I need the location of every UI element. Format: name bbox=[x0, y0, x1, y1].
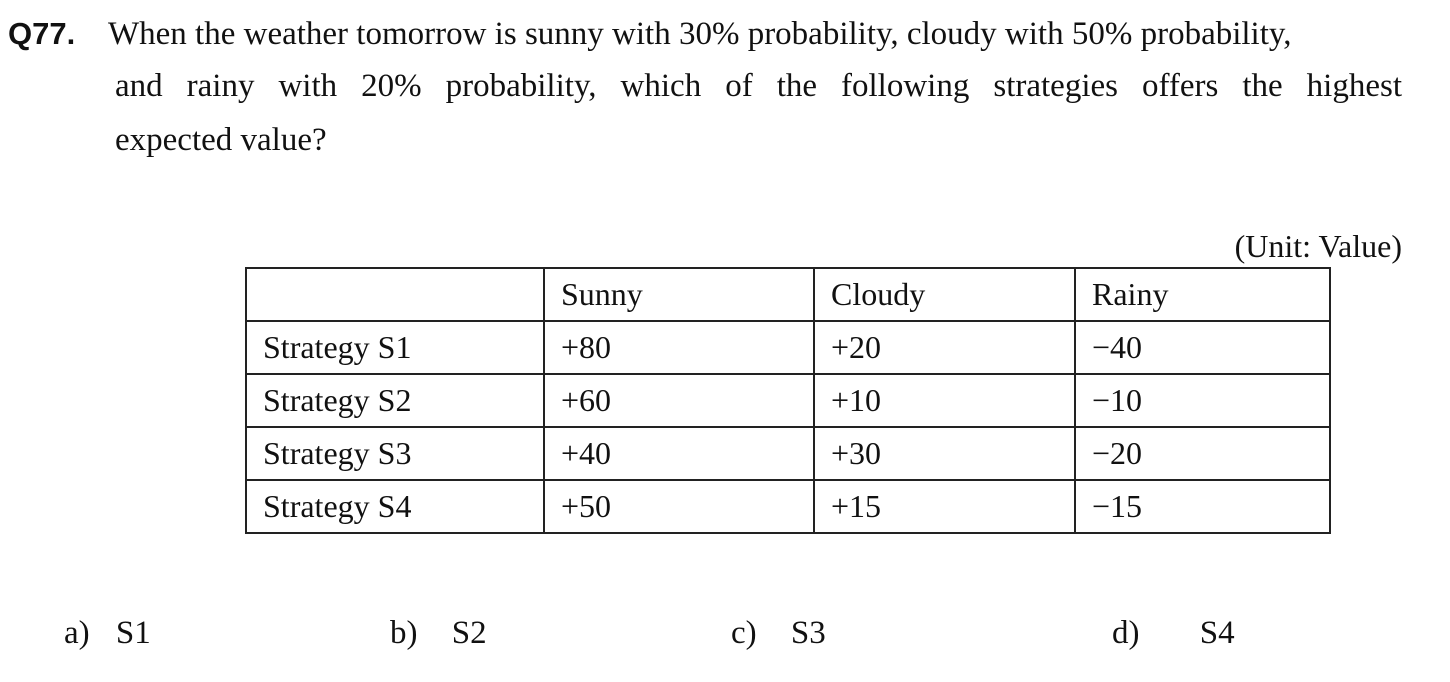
rainy-value: −20 bbox=[1074, 426, 1331, 481]
header-cell-cloudy: Cloudy bbox=[813, 267, 1076, 322]
strategy-label: Strategy S3 bbox=[245, 426, 545, 481]
option-value: S2 bbox=[451, 615, 487, 651]
table-header-row: Sunny Cloudy Rainy bbox=[245, 267, 1331, 322]
question-text-line-2: and rainy with 20% probability, which of… bbox=[115, 68, 1402, 104]
header-cell-sunny: Sunny bbox=[543, 267, 815, 322]
cloudy-value: +15 bbox=[813, 479, 1076, 534]
sunny-value: +40 bbox=[543, 426, 815, 481]
cloudy-value: +10 bbox=[813, 373, 1076, 428]
table-row: Strategy S3 +40 +30 −20 bbox=[245, 426, 1331, 481]
rainy-value: −40 bbox=[1074, 320, 1331, 375]
question-text-line-3: expected value? bbox=[115, 122, 327, 158]
payoff-table: Sunny Cloudy Rainy Strategy S1 +80 +20 −… bbox=[245, 267, 1331, 534]
sunny-value: +80 bbox=[543, 320, 815, 375]
rainy-value: −15 bbox=[1074, 479, 1331, 534]
rainy-value: −10 bbox=[1074, 373, 1331, 428]
cloudy-value: +20 bbox=[813, 320, 1076, 375]
option-letter: a) bbox=[64, 615, 90, 651]
option-letter: c) bbox=[731, 615, 757, 651]
option-value: S1 bbox=[115, 615, 151, 651]
option-letter: b) bbox=[390, 615, 418, 651]
sunny-value: +50 bbox=[543, 479, 815, 534]
strategy-label: Strategy S1 bbox=[245, 320, 545, 375]
strategy-label: Strategy S4 bbox=[245, 479, 545, 534]
option-value: S3 bbox=[790, 615, 826, 651]
option-letter: d) bbox=[1112, 615, 1140, 651]
sunny-value: +60 bbox=[543, 373, 815, 428]
header-cell-rainy: Rainy bbox=[1074, 267, 1331, 322]
option-value: S4 bbox=[1199, 615, 1235, 651]
table-row: Strategy S1 +80 +20 −40 bbox=[245, 320, 1331, 375]
option-c[interactable]: c) S3 bbox=[731, 613, 826, 653]
option-d[interactable]: d) S4 bbox=[1112, 613, 1235, 653]
cloudy-value: +30 bbox=[813, 426, 1076, 481]
option-b[interactable]: b) S2 bbox=[390, 613, 487, 653]
table-row: Strategy S4 +50 +15 −15 bbox=[245, 479, 1331, 534]
question-number: Q77. bbox=[8, 16, 76, 51]
unit-note: (Unit: Value) bbox=[1234, 228, 1402, 264]
option-a[interactable]: a) S1 bbox=[64, 613, 151, 653]
question-text-line-1: When the weather tomorrow is sunny with … bbox=[108, 16, 1292, 52]
strategy-label: Strategy S2 bbox=[245, 373, 545, 428]
header-cell-empty bbox=[245, 267, 545, 322]
table-row: Strategy S2 +60 +10 −10 bbox=[245, 373, 1331, 428]
